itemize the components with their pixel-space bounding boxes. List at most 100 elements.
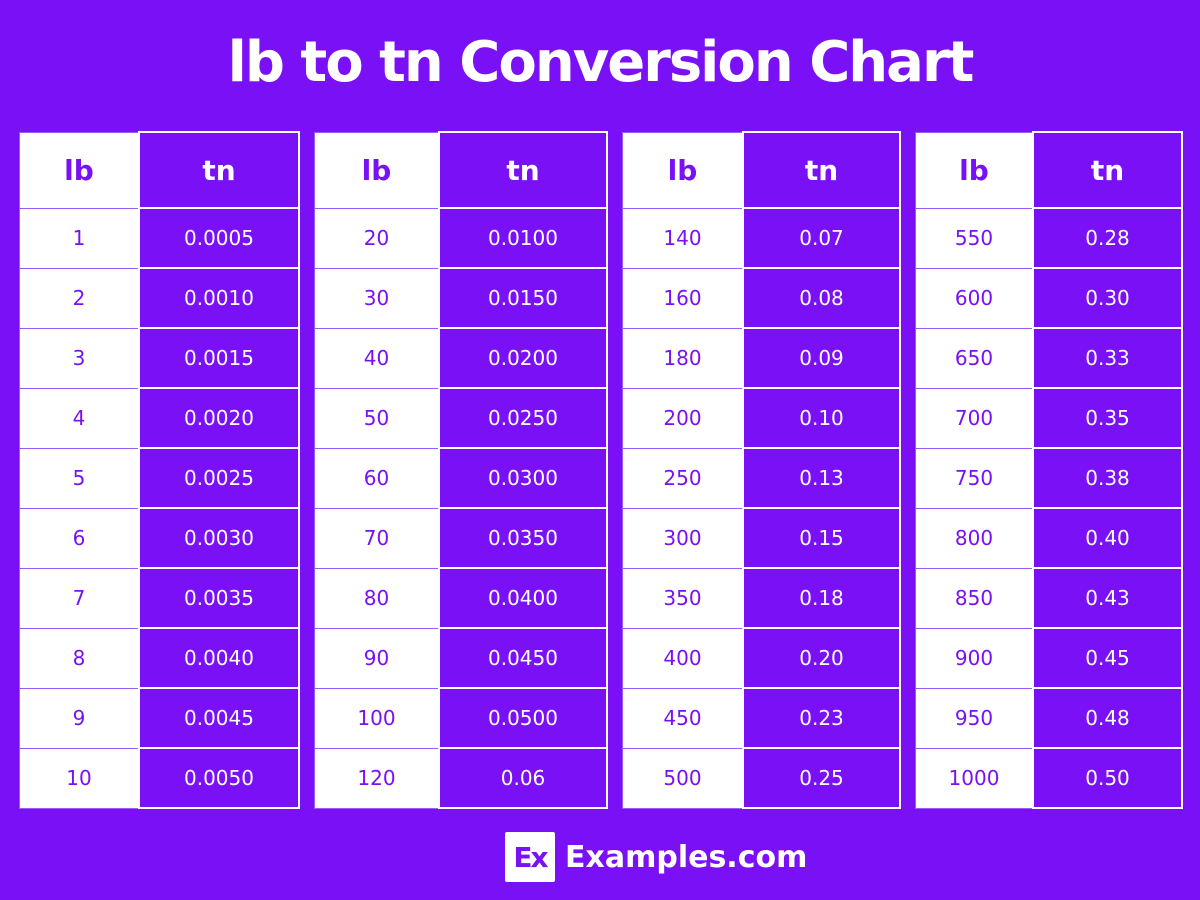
header-row: lb tn <box>314 131 608 209</box>
lb-cell: 350 <box>622 567 744 629</box>
tn-cell: 0.50 <box>1032 747 1183 809</box>
lb-cell: 120 <box>314 747 440 809</box>
header-row: lb tn <box>622 131 901 209</box>
table-row: 900 0.45 <box>915 627 1183 689</box>
tn-cell: 0.45 <box>1032 627 1183 689</box>
table-row: 160 0.08 <box>622 267 901 329</box>
lb-cell: 800 <box>915 507 1034 569</box>
lb-cell: 850 <box>915 567 1034 629</box>
table-row: 800 0.40 <box>915 507 1183 569</box>
table-row: 3 0.0015 <box>19 327 300 389</box>
tn-cell: 0.23 <box>742 687 901 749</box>
table-row: 120 0.06 <box>314 747 608 809</box>
conversion-table-2: lb tn 20 0.0100 30 0.0150 40 0.0200 50 0.0250 60 0.… <box>314 131 608 809</box>
tn-cell: 0.33 <box>1032 327 1183 389</box>
header-row: lb tn <box>915 131 1183 209</box>
header-row: lb tn <box>19 131 300 209</box>
lb-cell: 750 <box>915 447 1034 509</box>
tn-header: tn <box>742 131 901 209</box>
lb-cell: 600 <box>915 267 1034 329</box>
lb-cell: 80 <box>314 567 440 629</box>
table-row: 250 0.13 <box>622 447 901 509</box>
tn-header: tn <box>438 131 608 209</box>
lb-cell: 70 <box>314 507 440 569</box>
table-row: 180 0.09 <box>622 327 901 389</box>
lb-cell: 140 <box>622 207 744 269</box>
table-row: 200 0.10 <box>622 387 901 449</box>
lb-cell: 300 <box>622 507 744 569</box>
tn-cell: 0.0010 <box>138 267 300 329</box>
tn-cell: 0.20 <box>742 627 901 689</box>
table-row: 80 0.0400 <box>314 567 608 629</box>
lb-cell: 100 <box>314 687 440 749</box>
table-row: 140 0.07 <box>622 207 901 269</box>
lb-cell: 10 <box>19 747 140 809</box>
table-row: 90 0.0450 <box>314 627 608 689</box>
table-row: 600 0.30 <box>915 267 1183 329</box>
table-row: 10 0.0050 <box>19 747 300 809</box>
lb-cell: 550 <box>915 207 1034 269</box>
table-row: 60 0.0300 <box>314 447 608 509</box>
table-row: 30 0.0150 <box>314 267 608 329</box>
table-row: 7 0.0035 <box>19 567 300 629</box>
tn-cell: 0.35 <box>1032 387 1183 449</box>
table-row: 650 0.33 <box>915 327 1183 389</box>
lb-cell: 400 <box>622 627 744 689</box>
lb-cell: 160 <box>622 267 744 329</box>
table-row: 300 0.15 <box>622 507 901 569</box>
lb-header: lb <box>915 131 1034 209</box>
tn-cell: 0.30 <box>1032 267 1183 329</box>
lb-cell: 1 <box>19 207 140 269</box>
lb-cell: 40 <box>314 327 440 389</box>
tn-cell: 0.07 <box>742 207 901 269</box>
lb-cell: 6 <box>19 507 140 569</box>
table-row: 40 0.0200 <box>314 327 608 389</box>
lb-cell: 950 <box>915 687 1034 749</box>
table-row: 1000 0.50 <box>915 747 1183 809</box>
lb-cell: 30 <box>314 267 440 329</box>
table-row: 400 0.20 <box>622 627 901 689</box>
tn-cell: 0.13 <box>742 447 901 509</box>
table-row: 500 0.25 <box>622 747 901 809</box>
table-row: 750 0.38 <box>915 447 1183 509</box>
site-name: Examples.com <box>565 839 808 875</box>
table-row: 350 0.18 <box>622 567 901 629</box>
lb-cell: 500 <box>622 747 744 809</box>
table-row: 100 0.0500 <box>314 687 608 749</box>
tn-cell: 0.28 <box>1032 207 1183 269</box>
lb-cell: 8 <box>19 627 140 689</box>
tn-cell: 0.0005 <box>138 207 300 269</box>
tn-cell: 0.0040 <box>138 627 300 689</box>
table-row: 850 0.43 <box>915 567 1183 629</box>
table-row: 20 0.0100 <box>314 207 608 269</box>
table-row: 4 0.0020 <box>19 387 300 449</box>
lb-cell: 3 <box>19 327 140 389</box>
lb-cell: 9 <box>19 687 140 749</box>
tn-cell: 0.15 <box>742 507 901 569</box>
table-row: 2 0.0010 <box>19 267 300 329</box>
tn-cell: 0.0200 <box>438 327 608 389</box>
lb-cell: 20 <box>314 207 440 269</box>
tn-cell: 0.0015 <box>138 327 300 389</box>
tn-cell: 0.09 <box>742 327 901 389</box>
footer-brand: Ex Examples.com <box>505 832 807 882</box>
lb-cell: 900 <box>915 627 1034 689</box>
table-row: 9 0.0045 <box>19 687 300 749</box>
tn-cell: 0.0050 <box>138 747 300 809</box>
tn-header: tn <box>138 131 300 209</box>
table-row: 70 0.0350 <box>314 507 608 569</box>
tn-cell: 0.0045 <box>138 687 300 749</box>
lb-cell: 2 <box>19 267 140 329</box>
tn-cell: 0.0400 <box>438 567 608 629</box>
lb-cell: 7 <box>19 567 140 629</box>
table-row: 550 0.28 <box>915 207 1183 269</box>
tn-cell: 0.10 <box>742 387 901 449</box>
tn-header: tn <box>1032 131 1183 209</box>
tn-cell: 0.0030 <box>138 507 300 569</box>
table-row: 450 0.23 <box>622 687 901 749</box>
tn-cell: 0.0450 <box>438 627 608 689</box>
table-row: 700 0.35 <box>915 387 1183 449</box>
lb-cell: 250 <box>622 447 744 509</box>
lb-header: lb <box>19 131 140 209</box>
tn-cell: 0.0300 <box>438 447 608 509</box>
